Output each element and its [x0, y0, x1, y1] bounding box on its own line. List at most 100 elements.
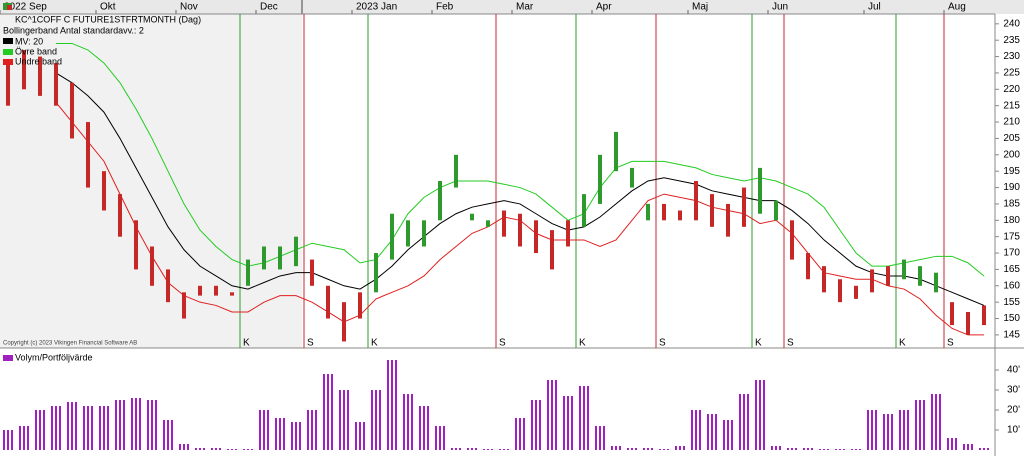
price-bar — [294, 236, 298, 267]
volume-bar — [791, 448, 793, 450]
volume-bar — [19, 426, 21, 450]
volume-bar — [379, 390, 381, 450]
price-bar — [502, 210, 506, 237]
volume-bar — [811, 448, 813, 450]
price-bar — [134, 220, 138, 270]
volume-bar — [851, 449, 853, 450]
volume-bar — [507, 449, 509, 450]
y-tick-label: 200 — [1003, 149, 1020, 160]
volume-bar — [683, 446, 685, 450]
signal-label: S — [307, 338, 314, 349]
volume-bar — [339, 390, 341, 450]
legend: KC^1COFF C FUTURE1STFRTMONTH (Dag) Bolli… — [3, 3, 201, 362]
volume-bar — [679, 446, 681, 450]
price-bar — [870, 269, 874, 293]
y-tick-label: 155 — [1003, 297, 1020, 308]
volume-bar — [947, 438, 949, 450]
volume-bar — [935, 394, 937, 450]
price-bar — [694, 181, 698, 221]
volume-bar — [499, 449, 501, 450]
volume-bar — [931, 394, 933, 450]
volume-bar — [803, 448, 805, 450]
volume-bar — [643, 448, 645, 450]
volume-bar — [363, 422, 365, 450]
volume-bar — [411, 394, 413, 450]
volume-bar — [371, 390, 373, 450]
y-tick-label: 225 — [1003, 68, 1020, 79]
price-bar — [598, 154, 602, 204]
volume-bar — [963, 444, 965, 450]
legend-icon — [7, 5, 12, 10]
volume-bar — [247, 449, 249, 450]
volume-bar — [83, 406, 85, 450]
volume-bar — [595, 426, 597, 450]
price-bar — [278, 246, 282, 270]
volume-bar — [971, 444, 973, 450]
price-bar — [646, 203, 650, 221]
volume-bar — [875, 410, 877, 450]
volume-bar — [251, 449, 253, 450]
price-bar — [390, 213, 394, 260]
signal-label: K — [243, 338, 250, 349]
volume-bar — [11, 430, 13, 450]
volume-bar — [899, 410, 901, 450]
price-bar — [678, 210, 682, 221]
volume-bar — [551, 380, 553, 450]
x-tick-label: Okt — [100, 2, 116, 13]
volume-bar — [619, 446, 621, 450]
volume-bar — [691, 410, 693, 450]
volume-bar — [487, 449, 489, 450]
volume-bar — [539, 400, 541, 450]
indicator-label: Bollingerband Antal standardavv.: 2 — [3, 25, 144, 35]
signal-label: S — [787, 338, 794, 349]
volume-bar — [779, 446, 781, 450]
volume-bar — [135, 398, 137, 450]
price-bar — [214, 285, 218, 296]
y-tick-label: 150 — [1003, 313, 1020, 324]
signal-label: K — [899, 338, 906, 349]
volume-bar — [651, 448, 653, 450]
volume-bar — [519, 418, 521, 450]
y-tick-label: 175 — [1003, 231, 1020, 242]
price-bar — [470, 213, 474, 221]
volume-bar — [195, 448, 197, 450]
volume-bar — [583, 386, 585, 450]
x-tick-label: Jun — [772, 2, 788, 13]
volume-bar — [343, 390, 345, 450]
volume-bar — [531, 400, 533, 450]
volume-bar — [151, 400, 153, 450]
volume-bar — [179, 444, 181, 450]
price-bar — [326, 285, 330, 319]
price-bar — [6, 63, 10, 106]
volume-bar — [427, 406, 429, 450]
volume-bar — [459, 448, 461, 450]
volume-bar — [331, 374, 333, 450]
signal-label: K — [579, 338, 586, 349]
x-tick-label: Jul — [868, 2, 881, 13]
y-tick-label: 30' — [1007, 385, 1020, 396]
volume-bar — [727, 420, 729, 450]
y-tick-label: 240 — [1003, 18, 1020, 29]
volume-bar — [983, 448, 985, 450]
volume-bar — [739, 394, 741, 450]
legend-icon — [3, 38, 13, 44]
price-bar — [966, 311, 970, 335]
volume-bar — [443, 426, 445, 450]
volume-bar — [891, 414, 893, 450]
price-bar — [118, 194, 122, 237]
volume-bar — [75, 402, 77, 450]
price-bar — [838, 279, 842, 303]
volume-bar — [475, 448, 477, 450]
price-bar — [710, 194, 714, 227]
volume-bar — [71, 402, 73, 450]
price-bar — [582, 194, 586, 227]
price-bar — [86, 122, 90, 188]
price-bar — [70, 82, 74, 139]
volume-bar — [987, 448, 989, 450]
price-bar — [790, 220, 794, 260]
volume-bar — [923, 400, 925, 450]
volume-bar — [35, 410, 37, 450]
volume-bar — [243, 449, 245, 450]
price-bar — [422, 220, 426, 247]
volume-bar — [883, 414, 885, 450]
